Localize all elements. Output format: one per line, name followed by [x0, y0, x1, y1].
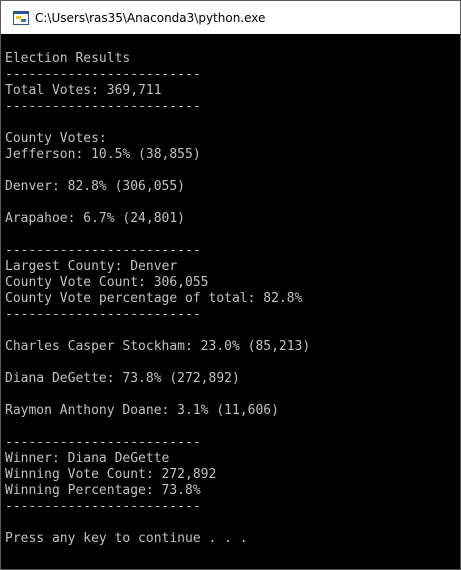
console-line: County Vote Count: 306,055	[5, 275, 209, 290]
console-output: Election Results ------------------------…	[5, 51, 456, 569]
console-line	[5, 355, 456, 371]
console-line: County Vote percentage of total: 82.8%	[5, 291, 303, 306]
console-line: Jefferson: 10.5% (38,855)	[5, 147, 201, 162]
console-line	[5, 515, 456, 531]
console-line: -------------------------	[5, 67, 201, 82]
console-line	[5, 163, 456, 179]
console-line: -------------------------	[5, 99, 201, 114]
window-title: C:\Users\ras35\Anaconda3\python.exe	[35, 10, 266, 25]
console-line: -------------------------	[5, 499, 201, 514]
console-line: -------------------------	[5, 243, 201, 258]
console-line	[5, 419, 456, 435]
console-line: Winner: Diana DeGette	[5, 451, 170, 466]
python-icon	[13, 10, 29, 25]
console-line: Largest County: Denver	[5, 259, 178, 274]
console-line	[5, 115, 456, 131]
title-bar[interactable]: C:\Users\ras35\Anaconda3\python.exe	[1, 1, 460, 34]
console-line: Diana DeGette: 73.8% (272,892)	[5, 371, 240, 386]
console-line: Winning Percentage: 73.8%	[5, 483, 201, 498]
console-line: Press any key to continue . . .	[5, 531, 248, 546]
console-line: Raymon Anthony Doane: 3.1% (11,606)	[5, 403, 279, 418]
console-line	[5, 387, 456, 403]
console-line: Winning Vote Count: 272,892	[5, 467, 217, 482]
console-line: County Votes:	[5, 131, 107, 146]
console-line: Election Results	[5, 51, 131, 66]
console-line: Charles Casper Stockham: 23.0% (85,213)	[5, 339, 311, 354]
console-line: -------------------------	[5, 435, 201, 450]
console-line	[5, 227, 456, 243]
console-scroll-edge	[457, 34, 460, 569]
console-line: Total Votes: 369,711	[5, 83, 162, 98]
console-line	[5, 195, 456, 211]
console-line	[5, 323, 456, 339]
console-line: Arapahoe: 6.7% (24,801)	[5, 211, 186, 226]
console-line: -------------------------	[5, 307, 201, 322]
console-line: Denver: 82.8% (306,055)	[5, 179, 186, 194]
